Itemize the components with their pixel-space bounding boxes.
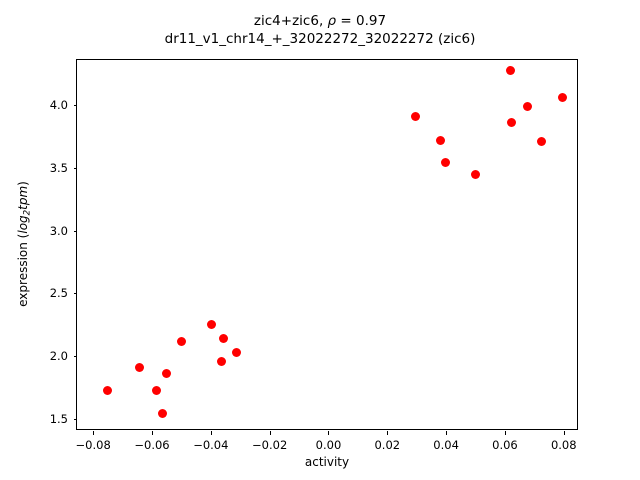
x-tick-mark [93, 431, 95, 435]
correlation-value: 0.97 [356, 13, 387, 29]
data-point [176, 336, 186, 346]
data-point [151, 385, 161, 395]
data-point [218, 334, 228, 344]
x-tick-mark [504, 431, 506, 435]
x-tick-label: −0.06 [134, 438, 170, 452]
y-tick-label: 4.0 [49, 98, 68, 113]
data-point [441, 158, 451, 168]
y-tick-label: 3.0 [49, 223, 68, 238]
y-tick-label: 2.0 [49, 349, 68, 364]
x-tick-label: −0.04 [193, 438, 229, 452]
data-point [436, 135, 446, 145]
y-tick-mark [73, 230, 77, 232]
x-tick-label: −0.08 [75, 438, 111, 452]
data-point [157, 409, 167, 419]
data-point [506, 118, 516, 128]
y-tick-mark [73, 293, 77, 295]
x-tick-mark [210, 431, 212, 435]
x-tick-label: 0.02 [374, 438, 401, 452]
data-point [506, 65, 516, 75]
y-axis-label: expression (log2tpm) [16, 181, 33, 307]
plot-axes-frame: −0.08 −0.06 −0.04 −0.02 0.00 0.02 0.04 0.06 0.08… [50, 59, 578, 452]
x-tick-mark [387, 431, 389, 435]
y-tick-mark [73, 418, 77, 420]
chart-title-line-2: dr11_v1_chr14_+_32022272_32022272 (zic6) [164, 31, 476, 47]
x-tick-label: −0.02 [252, 438, 288, 452]
data-point [231, 347, 241, 357]
data-point [471, 169, 481, 179]
y-tick-mark [73, 356, 77, 358]
plot-data-area [77, 60, 577, 429]
x-tick-label: 0.04 [433, 438, 459, 452]
x-tick-mark [328, 431, 330, 435]
x-tick-label: 0.06 [492, 438, 518, 452]
data-point [216, 356, 226, 366]
data-point [537, 137, 547, 147]
x-tick-mark [563, 431, 565, 435]
x-tick-label: 0.08 [550, 438, 577, 452]
x-tick-label: 0.00 [315, 438, 342, 452]
y-tick-label: 2.5 [49, 286, 68, 301]
y-tick-label: 1.5 [49, 411, 68, 426]
chart-title-line-1: zic4+zic6, ρ = 0.97 [253, 13, 387, 29]
y-tick-mark [73, 105, 77, 107]
rho-symbol: ρ [327, 13, 337, 29]
chart-title: zic4+zic6, ρ = 0.97 dr11_v1_chr14_+_3202… [0, 12, 640, 48]
y-tick-mark [73, 167, 77, 169]
data-point [411, 111, 421, 121]
x-tick-mark [269, 431, 271, 435]
x-axis-label: activity [304, 455, 350, 469]
data-point [161, 369, 171, 379]
data-point [134, 363, 144, 372]
data-point [206, 320, 216, 330]
data-point [558, 93, 568, 103]
y-tick-label: 3.5 [49, 160, 68, 175]
data-point [523, 101, 533, 111]
x-tick-mark [446, 431, 448, 435]
data-point [102, 385, 112, 395]
x-tick-mark [152, 431, 153, 435]
